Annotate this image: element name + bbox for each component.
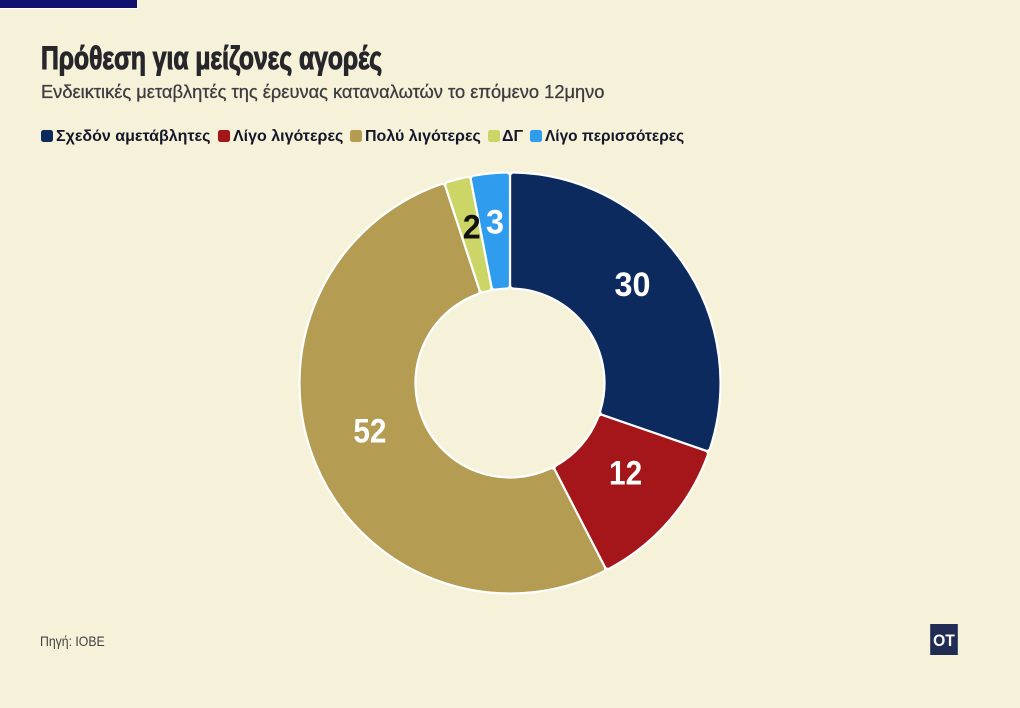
svg-text:12: 12 (609, 454, 642, 492)
svg-text:3: 3 (486, 204, 504, 242)
svg-text:52: 52 (353, 412, 386, 450)
svg-text:2: 2 (463, 209, 481, 247)
svg-text:30: 30 (615, 266, 651, 304)
